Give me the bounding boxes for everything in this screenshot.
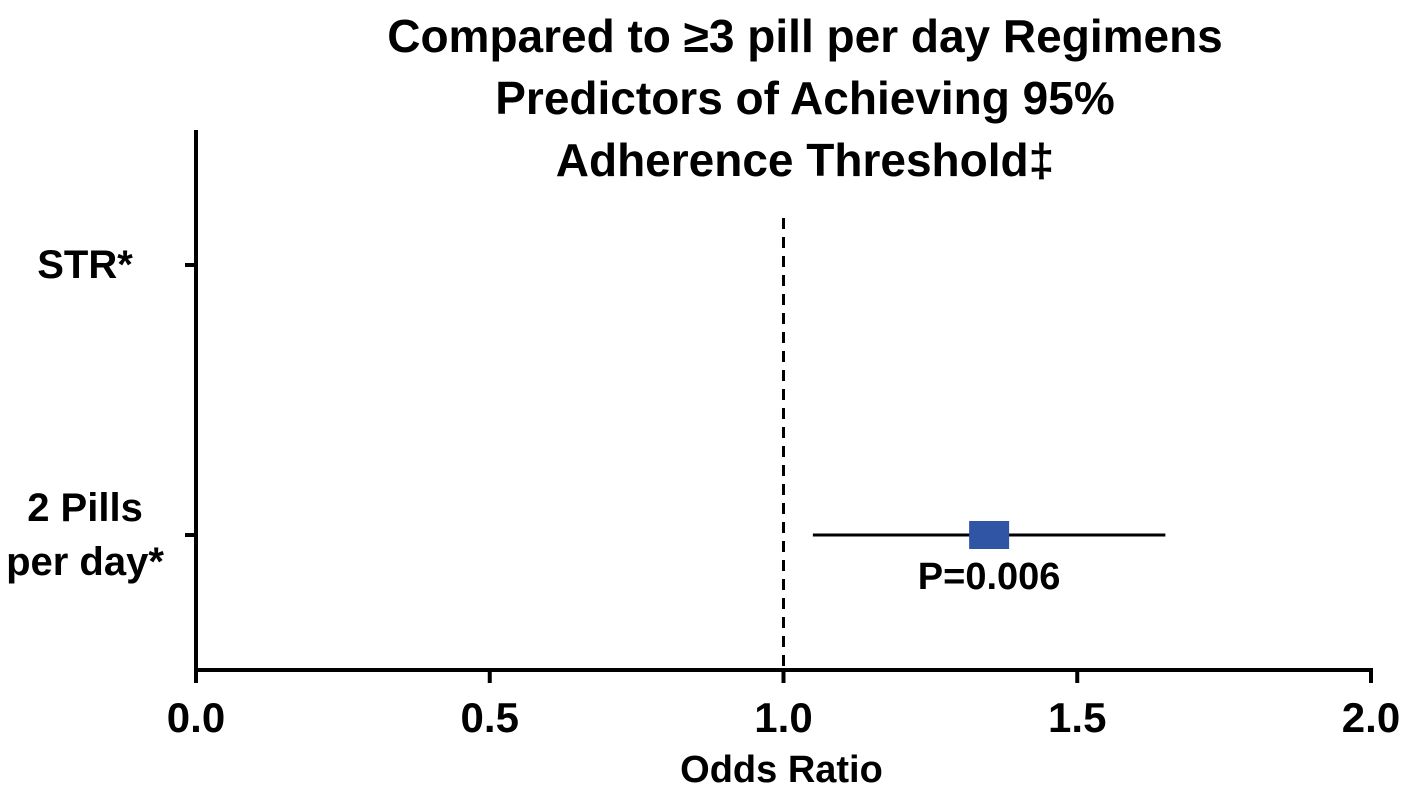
y-tick-label: 2 Pills per day* [6,486,164,584]
x-tick-label: 0.0 [167,694,225,741]
x-tick-label: 1.5 [1048,694,1106,741]
x-tick-label: 2.0 [1342,694,1400,741]
chart-title: Predictors of Achieving 95% [495,72,1114,124]
annotation: P=0.006 [918,556,1061,598]
chart-title: Adherence Threshold‡ [556,134,1054,186]
point-estimate [969,521,1010,549]
x-tick-label: 0.5 [461,694,519,741]
x-tick-label: 1.0 [754,694,812,741]
y-tick-label: STR* [37,243,133,287]
x-axis-label: Odds Ratio [680,749,883,786]
chart-title: Compared to ≥3 pill per day Regimens [387,10,1223,62]
